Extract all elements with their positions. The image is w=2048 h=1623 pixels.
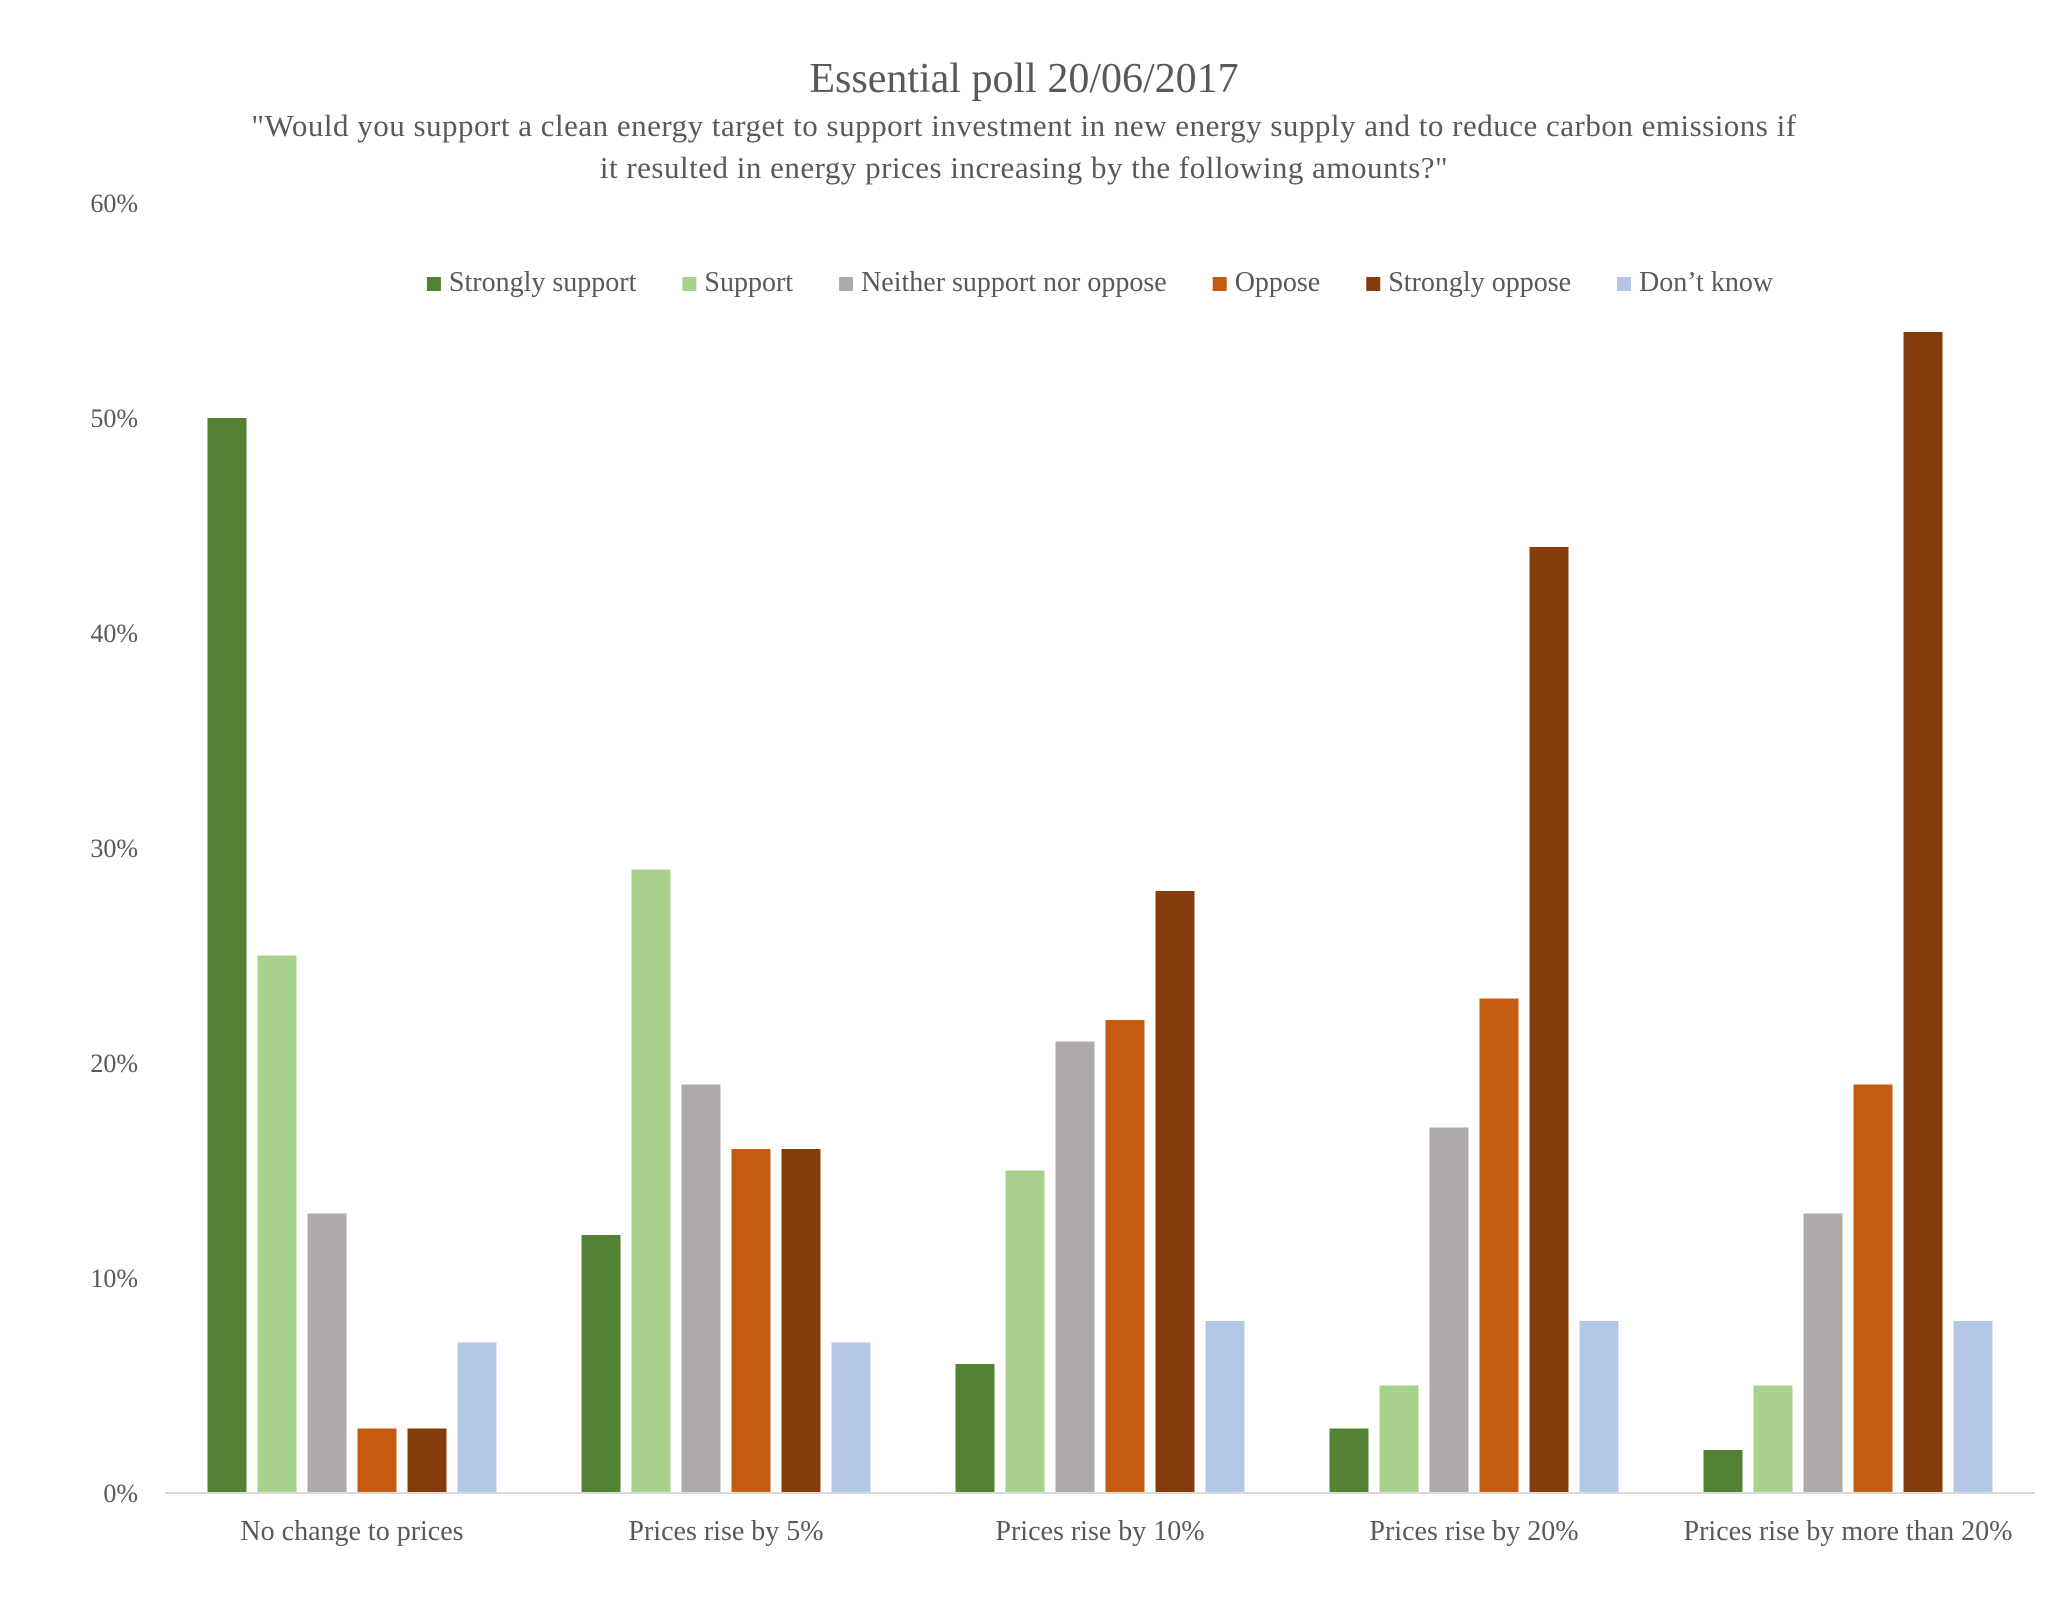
bar-prices-rise-by-10-neither-support-nor-oppose [1055,1041,1095,1493]
y-tick-label-50: 50% [90,404,138,433]
bar-prices-rise-by-20-support [1379,1385,1419,1493]
y-tick-label-30: 30% [90,834,138,863]
bar-prices-rise-by-20-strongly-oppose [1529,547,1569,1493]
bar-prices-rise-by-more-than-20-neither-support-nor-oppose [1803,1213,1843,1493]
legend-marker-neither-support-nor-oppose [839,277,854,291]
x-category-label-prices-rise-by-5: Prices rise by 5% [628,1516,823,1547]
bar-prices-rise-by-10-oppose [1105,1020,1145,1493]
legend-item-oppose: Oppose [1212,267,1321,298]
bar-prices-rise-by-5-strongly-oppose [781,1149,821,1493]
y-tick-label-20: 20% [90,1049,138,1078]
x-category-label-prices-rise-by-more-than-20: Prices rise by more than 20% [1684,1516,2013,1547]
bar-prices-rise-by-10-support [1005,1170,1045,1493]
bar-prices-rise-by-more-than-20-strongly-oppose [1903,332,1943,1493]
bar-prices-rise-by-more-than-20-don-t-know [1953,1321,1993,1493]
bar-no-change-to-prices-support [257,955,297,1493]
bar-prices-rise-by-5-neither-support-nor-oppose [681,1084,721,1493]
bar-prices-rise-by-5-oppose [731,1149,771,1493]
legend-label-don-t-know: Don’t know [1639,267,1774,298]
bar-prices-rise-by-20-don-t-know [1579,1321,1619,1493]
legend-label-support: Support [704,267,793,298]
bar-prices-rise-by-10-strongly-oppose [1155,891,1195,1493]
chart-title: Essential poll 20/06/2017 [809,56,1238,102]
legend-marker-support [682,277,697,291]
legend-marker-strongly-support [426,277,441,291]
y-axis: 0% 10% 20% 30% 40% 50% 60% [90,189,138,1508]
y-tick-label-40: 40% [90,619,138,648]
legend-label-strongly-oppose: Strongly oppose [1388,267,1571,298]
legend-marker-strongly-oppose [1366,277,1381,291]
bar-prices-rise-by-5-support [631,869,671,1493]
legend-label-strongly-support: Strongly support [449,267,637,298]
bar-no-change-to-prices-oppose [357,1428,397,1493]
bar-prices-rise-by-5-don-t-know [831,1342,871,1493]
x-category-label-prices-rise-by-20: Prices rise by 20% [1369,1516,1578,1547]
legend-item-neither-support-nor-oppose: Neither support nor oppose [839,267,1167,298]
bar-no-change-to-prices-neither-support-nor-oppose [307,1213,347,1493]
x-category-label-no-change-to-prices: No change to prices [240,1516,463,1547]
bar-prices-rise-by-5-strongly-support [581,1235,621,1493]
legend-item-don-t-know: Don’t know [1617,267,1774,298]
bar-no-change-to-prices-strongly-oppose [407,1428,447,1493]
bar-prices-rise-by-more-than-20-support [1753,1385,1793,1493]
legend-marker-don-t-know [1617,277,1632,291]
bar-prices-rise-by-10-strongly-support [955,1364,995,1493]
legend-label-oppose: Oppose [1235,267,1321,298]
chart-subtitle-line-1: "Would you support a clean energy target… [251,108,1796,143]
legend-marker-oppose [1212,277,1227,291]
x-axis: No change to prices Prices rise by 5% Pric… [165,1492,2035,1547]
chart-legend: Strongly support Support Neither support n… [426,267,1774,298]
x-category-label-prices-rise-by-10: Prices rise by 10% [995,1516,1204,1547]
bar-no-change-to-prices-strongly-support [207,418,247,1493]
legend-item-strongly-oppose: Strongly oppose [1366,267,1571,298]
legend-label-neither-support-nor-oppose: Neither support nor oppose [861,267,1167,298]
y-tick-label-10: 10% [90,1264,138,1293]
legend-item-support: Support [682,267,793,298]
y-tick-label-0: 0% [103,1479,138,1508]
bars-group [207,332,1993,1493]
bar-prices-rise-by-10-don-t-know [1205,1321,1245,1493]
bar-prices-rise-by-20-neither-support-nor-oppose [1429,1127,1469,1493]
y-tick-label-60: 60% [90,189,138,218]
bar-prices-rise-by-more-than-20-oppose [1853,1084,1893,1493]
bar-prices-rise-by-20-oppose [1479,998,1519,1493]
chart-subtitle-line-2: it resulted in energy prices increasing … [600,150,1448,185]
bar-prices-rise-by-20-strongly-support [1329,1428,1369,1493]
bar-prices-rise-by-more-than-20-strongly-support [1703,1450,1743,1493]
legend-item-strongly-support: Strongly support [426,267,637,298]
bar-no-change-to-prices-don-t-know [457,1342,497,1493]
